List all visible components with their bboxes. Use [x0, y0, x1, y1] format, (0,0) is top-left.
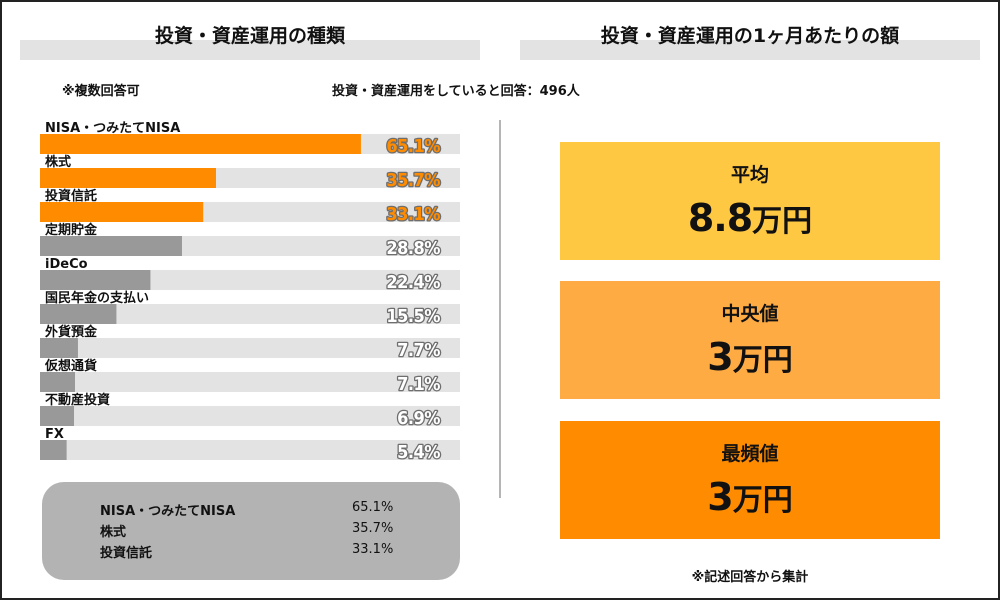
- respondent-count-note: 投資・資産運用をしていると回答：496人: [332, 84, 580, 99]
- value-label: 15.5%: [386, 306, 440, 327]
- category-label: 外貨預金: [44, 324, 98, 340]
- summary-row-value: 35.7%: [352, 521, 394, 536]
- category-label: 定期貯金: [44, 222, 98, 238]
- mode-value: 3万円: [707, 475, 793, 519]
- bar: [40, 134, 361, 154]
- mode-label: 最頻値: [721, 443, 779, 465]
- value-label: 7.1%: [397, 374, 440, 395]
- bar: [40, 440, 67, 460]
- category-label: 不動産投資: [45, 392, 110, 408]
- bar: [40, 338, 78, 358]
- summary-row-name: 株式: [100, 525, 127, 540]
- summary-row-value: 33.1%: [352, 542, 394, 557]
- value-label: 6.9%: [397, 408, 440, 429]
- summary-row-name: 投資信託: [100, 546, 153, 561]
- summary-row: 株式 35.7%: [100, 521, 420, 541]
- value-label: 35.7%: [386, 170, 440, 191]
- category-label: 国民年金の支払い: [45, 290, 149, 306]
- value-label: 33.1%: [386, 204, 440, 225]
- bar-track: [40, 304, 460, 324]
- average-value: 8.8万円: [687, 196, 813, 240]
- value-label: 65.1%: [386, 136, 440, 157]
- value-label: 5.4%: [397, 442, 440, 463]
- bar-track: [40, 406, 460, 426]
- investment-type-bar-chart: NISA・つみたてNISA 65.1% 株式 35.7% 投資信託 33.1% 定期貯金 28…: [40, 121, 460, 464]
- multiple-answers-note: ※複数回答可: [62, 84, 140, 99]
- footnote: ※記述回答から集計: [691, 570, 809, 585]
- summary-row-name: NISA・つみたてNISA: [100, 504, 236, 519]
- right-panel-title: 投資・資産運用の1ヶ月あたりの額: [520, 16, 980, 60]
- bar-track: [40, 338, 460, 358]
- bar: [40, 202, 204, 222]
- mode-box: 最頻値 3万円: [560, 421, 940, 539]
- top3-summary-box: NISA・つみたてNISA 65.1% 株式 35.7% 投資信託 33.1%: [42, 482, 460, 580]
- value-label: 7.7%: [397, 340, 440, 361]
- bar-track: [40, 372, 460, 392]
- summary-row: NISA・つみたてNISA 65.1%: [100, 500, 420, 520]
- summary-row-value: 65.1%: [352, 500, 394, 515]
- value-label: 28.8%: [386, 238, 440, 259]
- summary-row: 投資信託 33.1%: [100, 542, 420, 562]
- category-label: 投資信託: [45, 188, 97, 204]
- bar: [40, 304, 117, 324]
- bar: [40, 270, 151, 290]
- category-label: 仮想通貨: [44, 358, 97, 374]
- category-label: FX: [45, 427, 64, 442]
- bar-track: [40, 440, 460, 460]
- category-label: 株式: [45, 154, 71, 170]
- average-box: 平均 8.8万円: [560, 142, 940, 260]
- value-label: 22.4%: [386, 272, 440, 293]
- bar: [40, 236, 182, 256]
- panel-divider: [499, 120, 501, 498]
- median-label: 中央値: [721, 303, 779, 325]
- bar: [40, 168, 217, 188]
- category-label: iDeCo: [45, 257, 88, 272]
- median-box: 中央値 3万円: [560, 281, 940, 399]
- category-label: NISA・つみたてNISA: [45, 121, 180, 136]
- average-label: 平均: [730, 164, 769, 186]
- bar: [40, 406, 75, 426]
- median-value: 3万円: [707, 335, 793, 379]
- left-panel-title: 投資・資産運用の種類: [20, 16, 480, 60]
- bar: [40, 372, 76, 392]
